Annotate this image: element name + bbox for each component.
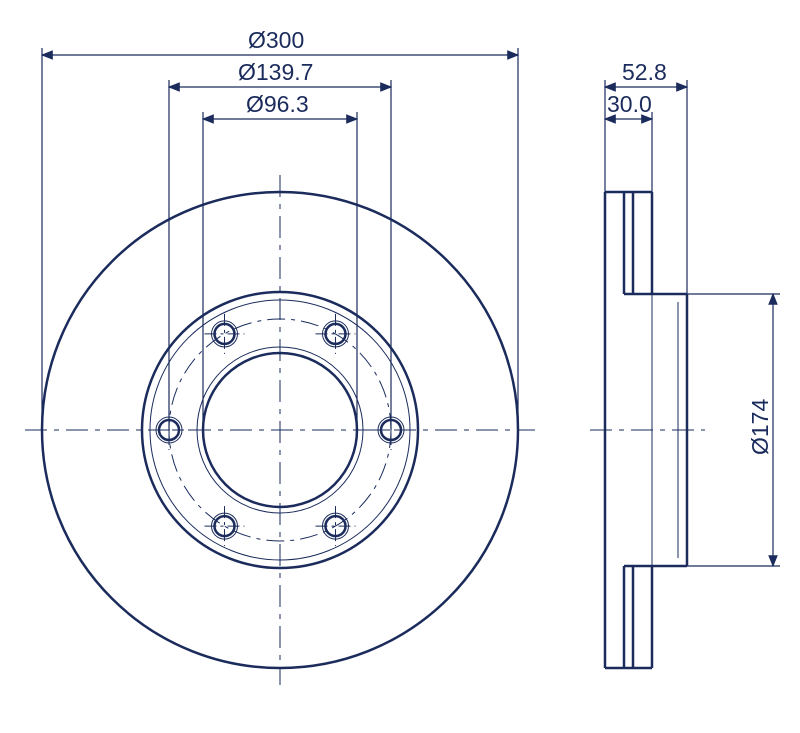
technical-drawing: Ø300 Ø139.7 Ø96.3 52.8 30.0 Ø174 — [0, 0, 800, 733]
dim-d300: Ø300 — [248, 27, 304, 53]
dim-d1397: Ø139.7 — [238, 59, 313, 85]
drawing-container: Ø300 Ø139.7 Ø96.3 52.8 30.0 Ø174 — [0, 0, 800, 733]
dim-depth: 52.8 — [622, 59, 667, 85]
side-view — [590, 192, 705, 668]
dim-d174: Ø174 — [747, 399, 773, 455]
dim-d963: Ø96.3 — [246, 91, 309, 117]
dim-thickness: 30.0 — [607, 91, 652, 117]
front-view — [25, 175, 535, 685]
